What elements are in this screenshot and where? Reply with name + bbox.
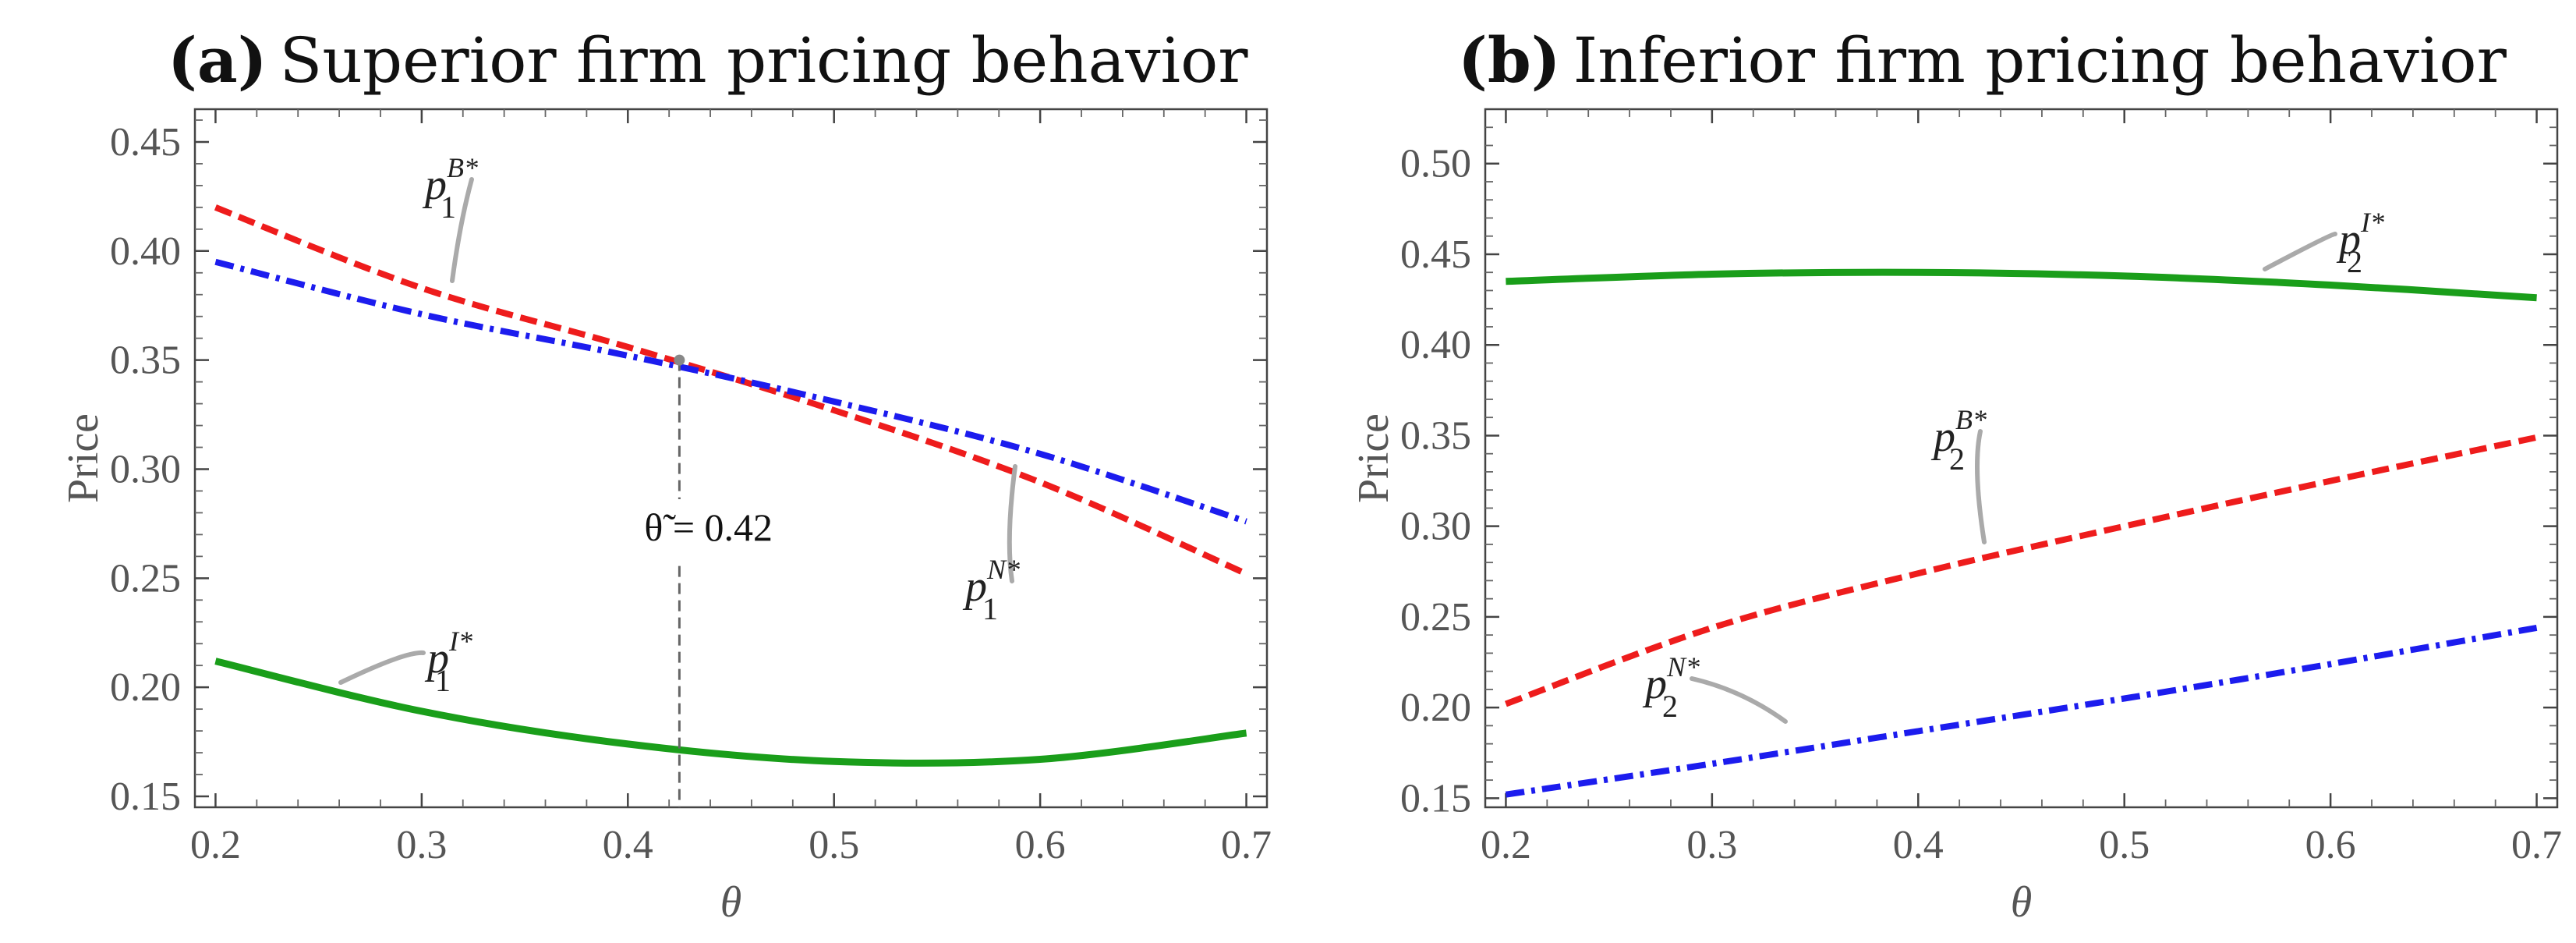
label-sup: I* xyxy=(2360,207,2384,238)
x-tick-label: 0.4 xyxy=(603,823,653,867)
label-sub: 2 xyxy=(1949,441,1965,477)
y-tick-label: 0.40 xyxy=(110,229,181,274)
y-tick-label: 0.25 xyxy=(110,556,181,601)
x-tick-label: 0.2 xyxy=(1481,823,1531,867)
threshold-label: θ̃ = 0.42 xyxy=(644,505,773,549)
panel-a-ticks: 0.2 0.3 0.4 0.5 0.6 0.7 0.15 0.20 0.25 0.30 0.35 0.… xyxy=(110,109,1272,867)
callout-p2I* xyxy=(2263,232,2337,271)
series-label-p1I*: pI* 1 xyxy=(424,626,472,698)
panel-a-series-labels: pB* 1pN* 1pI* 1 xyxy=(338,152,1020,698)
series-line-p2N* xyxy=(1505,624,2538,798)
label-sup: B* xyxy=(1955,404,1987,435)
x-tick-label: 0.6 xyxy=(2305,823,2356,867)
panel-a-xlabel: θ xyxy=(720,878,742,927)
x-tick-label: 0.7 xyxy=(2511,823,2562,867)
series-line-p2I* xyxy=(1506,268,2537,302)
series-label-p1N*: pN* 1 xyxy=(962,554,1020,626)
panel-b-ticks: 0.2 0.3 0.4 0.5 0.6 0.7 0.15 0.20 0.25 0.30 0.35 0.… xyxy=(1400,109,2562,867)
panel-b-series xyxy=(1505,268,2538,798)
y-tick-label: 0.25 xyxy=(1400,595,1471,640)
label-base: p xyxy=(422,161,447,209)
callout-p2N* xyxy=(1690,676,1788,724)
x-tick-label: 0.2 xyxy=(190,823,241,867)
y-tick-label: 0.45 xyxy=(1400,232,1471,277)
label-sub: 1 xyxy=(441,190,456,225)
label-sub: 1 xyxy=(435,663,451,698)
series-label-p2N*: pN* 2 xyxy=(1642,651,1700,724)
panel-a-letter: (a) xyxy=(168,23,267,97)
x-tick-label: 0.3 xyxy=(396,823,447,867)
panel-a-title-text: Superior firm pricing behavior xyxy=(280,24,1249,97)
panel-a-title: (a) Superior firm pricing behavior xyxy=(168,23,1248,97)
threshold-label-bg xyxy=(640,499,797,562)
label-base: p xyxy=(2336,215,2361,264)
y-tick-label: 0.45 xyxy=(110,120,181,165)
x-tick-label: 0.5 xyxy=(2099,823,2150,867)
panel-b-series-labels: pI* 2pB* 2pN* 2 xyxy=(1642,207,2384,724)
series-line-p1B* xyxy=(214,204,1248,577)
x-tick-label: 0.5 xyxy=(809,823,859,867)
panel-b-xlabel: θ xyxy=(2011,878,2033,927)
x-tick-label: 0.3 xyxy=(1686,823,1737,867)
panel-a-ylabel: Price xyxy=(59,413,108,503)
y-tick-label: 0.20 xyxy=(1400,686,1471,730)
label-sub: 1 xyxy=(982,591,998,626)
y-tick-label: 0.30 xyxy=(110,447,181,491)
label-base: p xyxy=(962,562,987,611)
y-tick-label: 0.50 xyxy=(1400,142,1471,186)
label-sup: I* xyxy=(448,626,472,657)
panel-a-series xyxy=(214,204,1248,767)
series-label-p1B*: pB* 1 xyxy=(422,152,478,225)
y-tick-label: 0.15 xyxy=(1400,776,1471,821)
y-tick-label: 0.35 xyxy=(110,339,181,383)
x-tick-label: 0.6 xyxy=(1015,823,1066,867)
y-tick-label: 0.30 xyxy=(1400,505,1471,549)
label-base: p xyxy=(1930,413,1955,461)
y-tick-label: 0.20 xyxy=(110,665,181,710)
panel-b-ylabel: Price xyxy=(1350,413,1398,503)
intersection-point xyxy=(674,354,685,366)
callout-p1N* xyxy=(1007,464,1017,583)
y-tick-label: 0.40 xyxy=(1400,323,1471,367)
callout-p1I* xyxy=(338,650,426,685)
label-sub: 2 xyxy=(1662,689,1678,724)
x-tick-label: 0.7 xyxy=(1221,823,1272,867)
panel-b-letter: (b) xyxy=(1458,23,1561,97)
x-tick-label: 0.4 xyxy=(1893,823,1944,867)
panel-b-title: (b) Inferior firm pricing behavior xyxy=(1458,23,2507,97)
y-tick-label: 0.15 xyxy=(110,775,181,819)
label-base: p xyxy=(424,634,449,682)
callout-p2B* xyxy=(1975,429,1987,544)
label-base: p xyxy=(1642,660,1667,708)
panel-a: (a) Superior firm pricing behavior Price … xyxy=(59,23,1272,927)
series-line-p1I* xyxy=(214,658,1247,767)
series-label-p2I*: pI* 2 xyxy=(2336,207,2384,279)
series-line-p2B* xyxy=(1505,434,2538,707)
panel-b-frame xyxy=(1484,108,2559,809)
callout-p1B* xyxy=(450,177,474,283)
label-sup: B* xyxy=(447,152,478,183)
panel-a-frame xyxy=(193,108,1269,809)
panel-a-annotation: θ̃ = 0.42 xyxy=(640,354,797,807)
panel-b: (b) Inferior firm pricing behavior Price … xyxy=(1350,23,2562,927)
series-label-p2B*: pB* 2 xyxy=(1930,404,1987,477)
series-line-p1N* xyxy=(214,258,1247,525)
label-sup: N* xyxy=(1666,651,1700,682)
y-tick-label: 0.35 xyxy=(1400,413,1471,458)
label-sup: N* xyxy=(986,554,1020,585)
label-sub: 2 xyxy=(2347,244,2362,279)
panel-b-title-text: Inferior firm pricing behavior xyxy=(1573,24,2507,97)
